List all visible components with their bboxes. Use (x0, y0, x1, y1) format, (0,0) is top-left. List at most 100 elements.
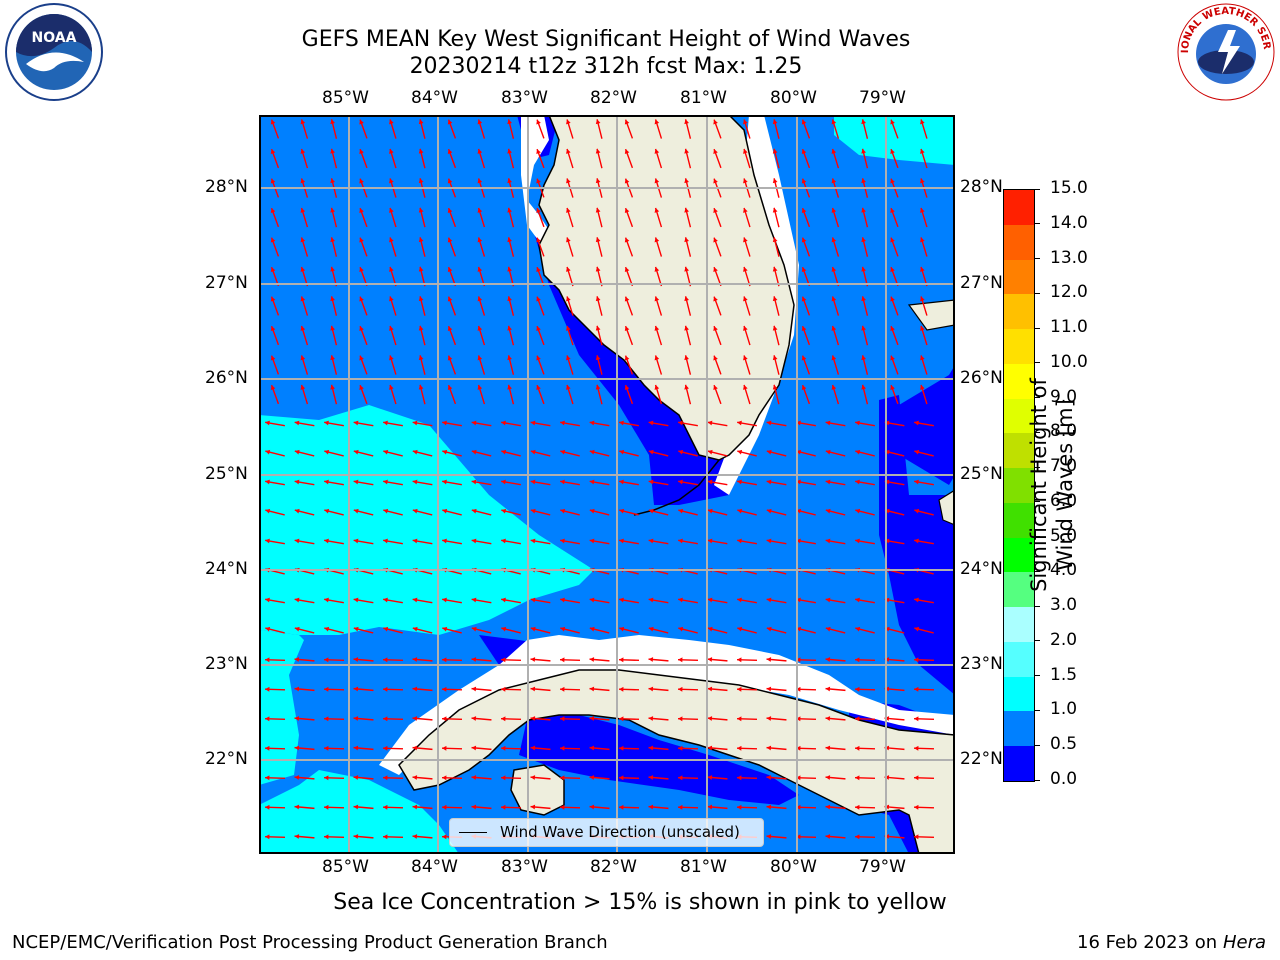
wind-wave-arrowhead (389, 178, 394, 184)
wind-wave-arrowhead (294, 479, 300, 485)
wind-wave-arrowhead (477, 325, 483, 331)
wind-wave-arrowhead (595, 325, 601, 331)
wind-wave-arrowhead (654, 266, 660, 272)
wind-wave-arrowhead (471, 449, 477, 455)
wind-wave-arrowhead (300, 325, 306, 331)
wind-wave-arrowhead (766, 657, 772, 662)
wind-wave-arrowhead (389, 355, 394, 361)
wind-wave-arrowhead (890, 326, 895, 332)
wind-wave-arrowhead (560, 657, 565, 663)
wind-wave-arrowhead (501, 508, 507, 514)
wind-wave-arrowhead (624, 355, 630, 361)
wind-wave-arrowhead (796, 479, 801, 485)
lat-label-right-28n: 28°N (960, 177, 1003, 197)
colorbar-tick-label: 14.0 (1050, 212, 1088, 233)
wave-field-high-gulf (259, 405, 594, 635)
lon-label-bottom-79w: 79°W (859, 857, 906, 877)
wind-wave-arrowhead (766, 597, 772, 603)
sea-ice-note: Sea Ice Concentration > 15% is shown in … (333, 890, 947, 915)
wind-wave-arrowhead (861, 148, 866, 154)
wind-wave-arrowhead (447, 208, 453, 214)
wind-wave-arrowhead (300, 384, 306, 390)
wind-wave-arrowhead (507, 148, 512, 154)
wind-wave-arrowhead (796, 804, 801, 810)
wind-wave-arrowhead (560, 479, 565, 485)
wind-wave-arrowhead (648, 449, 654, 455)
wind-wave-arrowhead (530, 657, 536, 662)
wind-wave-arrowhead (359, 119, 364, 125)
wind-wave-arrowhead (648, 686, 654, 692)
colorbar-tick-label: 4.0 (1050, 560, 1078, 581)
wind-wave-arrowhead (530, 449, 536, 455)
wind-wave-arrowhead (589, 449, 595, 455)
wind-wave-arrowhead (737, 538, 742, 544)
florida-keys (633, 459, 720, 516)
wind-wave-arrowhead (801, 149, 807, 155)
lon-label-top-79w: 79°W (859, 88, 906, 108)
noaa-logo-text: NOAA (32, 30, 77, 46)
wind-wave-arrowhead (560, 420, 565, 426)
wind-wave-arrowhead (801, 296, 807, 302)
wind-wave-arrowhead (324, 775, 329, 781)
land-isle-of-youth (510, 764, 565, 816)
wind-wave-arrowhead (270, 296, 276, 302)
wind-wave-arrowhead (743, 384, 748, 390)
wind-wave-arrowhead (884, 420, 890, 426)
wind-wave-arrowhead (560, 745, 565, 751)
colorbar-band (1004, 676, 1034, 712)
colorbar-band (1004, 571, 1034, 608)
wind-wave-arrowhead (412, 775, 418, 780)
wind-wave-arrowhead (648, 479, 654, 485)
wind-wave-arrowhead (294, 745, 300, 751)
wind-wave-arrowhead (471, 420, 477, 426)
wave-field-low-4 (879, 395, 955, 695)
wind-wave-arrowhead (412, 508, 418, 514)
wind-wave-arrowhead (855, 716, 860, 722)
wind-wave-arrowhead (566, 148, 571, 154)
wind-wave-arrowhead (855, 745, 860, 751)
wind-wave-arrowhead (914, 657, 919, 663)
wind-wave-arrowhead (713, 355, 718, 361)
wind-wave-arrowhead (330, 355, 335, 361)
wind-wave-arrowhead (477, 296, 483, 302)
wind-wave-arrowhead (324, 657, 329, 663)
wind-wave-arrowhead (324, 479, 329, 485)
wind-wave-arrowhead (619, 716, 624, 722)
colorbar-tick (1034, 431, 1040, 433)
wind-wave-arrowhead (678, 538, 683, 544)
wind-wave-arrowhead (766, 479, 772, 485)
wind-wave-arrowhead (530, 508, 536, 514)
wind-wave-arrowhead (678, 508, 684, 514)
colorbar-tick (1034, 188, 1040, 190)
wind-wave-arrowhead (324, 508, 330, 514)
wind-wave-arrowhead (353, 479, 359, 485)
wind-wave-arrowhead (619, 508, 625, 514)
wind-wave-arrowhead (471, 508, 477, 514)
wind-wave-arrowhead (442, 804, 447, 810)
wind-wave-arrowhead (914, 449, 920, 455)
wind-wave-arrowhead (766, 804, 772, 810)
wind-wave-arrowhead (855, 479, 860, 485)
wind-wave-arrowhead (359, 326, 364, 332)
wind-wave-arrowhead (595, 296, 601, 302)
wind-wave-arrowhead (507, 178, 512, 184)
wind-wave-arrowhead (566, 178, 571, 184)
wind-wave-arrowhead (507, 207, 512, 213)
wind-wave-arrowhead (920, 325, 925, 331)
wind-wave-arrowhead (294, 626, 300, 632)
legend-label: Wind Wave Direction (unscaled) (500, 823, 740, 841)
wind-wave-arrowhead (353, 775, 359, 780)
wind-wave-arrowhead (861, 355, 866, 361)
wind-wave-arrowhead (737, 716, 742, 722)
wind-wave-arrowhead (855, 597, 860, 603)
wind-wave-arrowhead (265, 626, 271, 632)
wind-wave-arrowhead (707, 597, 713, 603)
wind-wave-arrowhead (619, 686, 624, 692)
wind-wave-arrowhead (501, 538, 506, 544)
colorbar-tick-label: 13.0 (1050, 247, 1088, 268)
map-panel (259, 115, 955, 854)
wind-wave-arrowhead (678, 775, 683, 781)
lon-label-top-83w: 83°W (501, 88, 548, 108)
wind-wave-arrowhead (772, 119, 778, 125)
wind-wave-arrowhead (831, 178, 837, 184)
